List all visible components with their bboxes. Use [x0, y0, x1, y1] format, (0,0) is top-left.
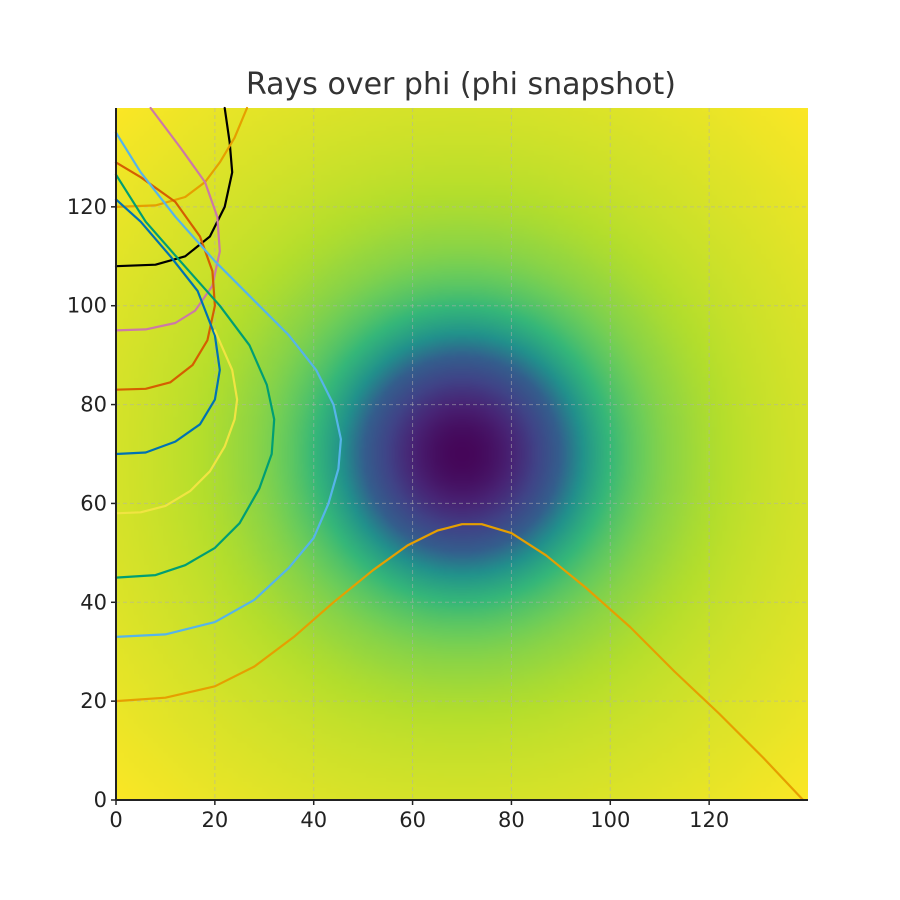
- x-tick-label: 20: [201, 808, 228, 832]
- x-tick-label: 80: [498, 808, 525, 832]
- x-tick-label: 40: [300, 808, 327, 832]
- ray-line-6: [114, 329, 239, 515]
- y-tick-label: 100: [67, 294, 107, 318]
- axis-ticks: 0 20 40 60 80 100 120 0 20 40 60 80 100 120: [67, 195, 729, 832]
- x-tick-label: 120: [689, 808, 729, 832]
- y-tick-label: 40: [80, 590, 107, 614]
- y-tick-label: 80: [80, 393, 107, 417]
- x-tick-label: 100: [590, 808, 630, 832]
- ray-line-4: [114, 161, 216, 391]
- y-tick-label: 20: [80, 689, 107, 713]
- ray-line-5: [114, 198, 221, 456]
- ray-series: [114, 106, 805, 802]
- chart-title: Rays over phi (phi snapshot): [246, 67, 676, 102]
- y-tick-label: 60: [80, 491, 107, 515]
- ray-line-8: [114, 131, 342, 639]
- x-tick-label: 0: [109, 808, 122, 832]
- phi-heatmap: [116, 108, 808, 800]
- ray-line-3: [114, 106, 221, 332]
- x-tick-label: 60: [399, 808, 426, 832]
- y-tick-label: 120: [67, 195, 107, 219]
- y-tick-label: 0: [94, 788, 107, 812]
- ray-line-7: [114, 173, 276, 579]
- ray-line-9: [114, 523, 805, 802]
